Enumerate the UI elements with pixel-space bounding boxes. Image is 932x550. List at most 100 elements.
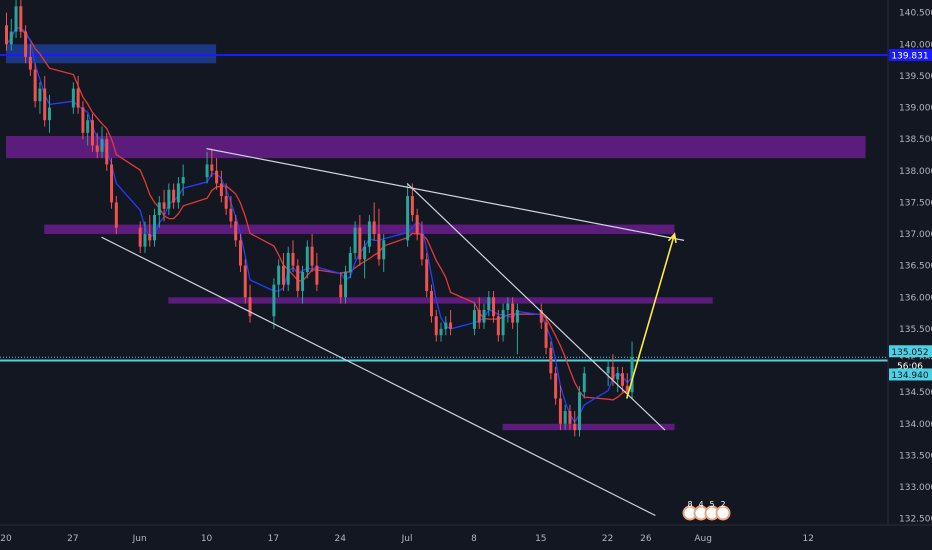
- candle[interactable]: [482, 303, 486, 329]
- candle[interactable]: [492, 290, 496, 323]
- candle[interactable]: [554, 366, 558, 405]
- candle[interactable]: [301, 265, 305, 304]
- candle[interactable]: [138, 221, 142, 254]
- candle[interactable]: [449, 309, 453, 336]
- candle[interactable]: [219, 170, 223, 203]
- zone-134[interactable]: [502, 423, 675, 431]
- candle[interactable]: [549, 341, 553, 380]
- candle[interactable]: [501, 303, 505, 342]
- candle[interactable]: [425, 253, 429, 298]
- lower-channel[interactable]: [101, 236, 656, 517]
- candle[interactable]: [210, 148, 214, 178]
- time-axis[interactable]: 20 27 Jun 10 17 24 Jul 8 15 22 26 Aug 12: [0, 534, 814, 544]
- candle[interactable]: [33, 63, 37, 108]
- candle[interactable]: [310, 234, 314, 272]
- candle[interactable]: [76, 75, 80, 114]
- steep-trendline[interactable]: [406, 183, 666, 431]
- candle[interactable]: [544, 316, 548, 355]
- candle[interactable]: [224, 183, 228, 216]
- candle[interactable]: [539, 303, 543, 329]
- candle[interactable]: [229, 196, 233, 228]
- candle[interactable]: [439, 322, 443, 342]
- candle[interactable]: [344, 265, 348, 304]
- candle[interactable]: [382, 234, 386, 272]
- candle[interactable]: [348, 246, 352, 279]
- candle[interactable]: [568, 404, 572, 431]
- candle[interactable]: [582, 366, 586, 399]
- candle[interactable]: [248, 284, 252, 323]
- upper-channel[interactable]: [206, 148, 685, 241]
- candle[interactable]: [19, 0, 23, 38]
- candle[interactable]: [296, 259, 300, 298]
- candle[interactable]: [305, 240, 309, 279]
- candle[interactable]: [286, 246, 290, 291]
- candle[interactable]: [28, 44, 32, 76]
- candle[interactable]: [472, 303, 476, 336]
- candle[interactable]: [205, 151, 209, 184]
- candle[interactable]: [372, 202, 376, 241]
- candle[interactable]: [630, 341, 634, 399]
- candle[interactable]: [110, 158, 114, 209]
- candle[interactable]: [377, 208, 381, 266]
- candle[interactable]: [573, 411, 577, 437]
- candle[interactable]: [167, 183, 171, 216]
- candle[interactable]: [558, 385, 562, 431]
- candle[interactable]: [563, 404, 567, 431]
- candle[interactable]: [353, 221, 357, 260]
- candle[interactable]: [406, 183, 410, 247]
- candle[interactable]: [429, 284, 433, 323]
- candle[interactable]: [515, 303, 519, 355]
- candle[interactable]: [100, 126, 104, 159]
- candle[interactable]: [415, 208, 419, 241]
- candle[interactable]: [281, 253, 285, 291]
- candle[interactable]: [363, 240, 367, 279]
- candle[interactable]: [358, 215, 362, 266]
- candle[interactable]: [71, 82, 75, 114]
- zone-136[interactable]: [168, 297, 713, 304]
- candle[interactable]: [606, 360, 610, 386]
- candle[interactable]: [477, 297, 481, 329]
- candle[interactable]: [114, 196, 118, 235]
- candle[interactable]: [86, 113, 90, 146]
- candle[interactable]: [38, 82, 42, 114]
- candle[interactable]: [172, 183, 176, 209]
- candle[interactable]: [157, 196, 161, 228]
- candle[interactable]: [47, 94, 51, 133]
- candle[interactable]: [9, 18, 13, 51]
- candle[interactable]: [238, 234, 242, 272]
- candle[interactable]: [578, 385, 581, 437]
- candle[interactable]: [234, 215, 238, 247]
- candle[interactable]: [181, 164, 185, 197]
- candle[interactable]: [444, 316, 448, 336]
- candle[interactable]: [162, 189, 166, 222]
- candle[interactable]: [90, 113, 94, 152]
- candle[interactable]: [243, 259, 247, 304]
- candle[interactable]: [410, 183, 414, 222]
- candle[interactable]: [620, 366, 624, 393]
- candle[interactable]: [339, 271, 343, 304]
- candle[interactable]: [434, 309, 438, 342]
- top-blue-zone[interactable]: [6, 44, 217, 64]
- candle[interactable]: [143, 221, 147, 254]
- zone-138[interactable]: [6, 135, 866, 159]
- candle[interactable]: [14, 0, 18, 38]
- candle[interactable]: [315, 253, 319, 291]
- candle[interactable]: [420, 221, 424, 266]
- candle[interactable]: [153, 208, 157, 247]
- projection-arrow-shaft[interactable]: [625, 233, 676, 399]
- event-badge[interactable]: 2: [715, 500, 731, 521]
- candle[interactable]: [506, 297, 510, 323]
- candle[interactable]: [277, 259, 281, 298]
- candle[interactable]: [511, 297, 515, 329]
- candle[interactable]: [176, 177, 180, 209]
- candle[interactable]: [496, 309, 500, 342]
- candle[interactable]: [148, 215, 152, 247]
- candle[interactable]: [272, 278, 276, 329]
- candle[interactable]: [367, 215, 371, 254]
- candle[interactable]: [81, 101, 85, 140]
- candle[interactable]: [24, 25, 28, 64]
- candle[interactable]: [215, 158, 219, 190]
- candle[interactable]: [5, 12, 8, 51]
